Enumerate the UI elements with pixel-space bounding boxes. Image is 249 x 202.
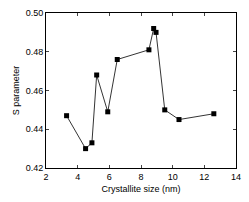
svg-text:6: 6 [107,172,112,182]
svg-text:0.44: 0.44 [26,124,44,134]
svg-text:Crystallite size (nm): Crystallite size (nm) [101,184,180,194]
svg-text:0.46: 0.46 [26,86,44,96]
svg-text:0.42: 0.42 [26,163,44,173]
svg-text:4: 4 [75,172,80,182]
svg-text:2: 2 [43,172,48,182]
svg-text:14: 14 [231,172,241,182]
svg-text:0.48: 0.48 [26,47,44,57]
svg-text:8: 8 [138,172,143,182]
svg-text:0.50: 0.50 [26,8,44,18]
svg-text:10: 10 [168,172,178,182]
svg-text:12: 12 [199,172,209,182]
svg-text:S parameter: S parameter [11,66,21,116]
